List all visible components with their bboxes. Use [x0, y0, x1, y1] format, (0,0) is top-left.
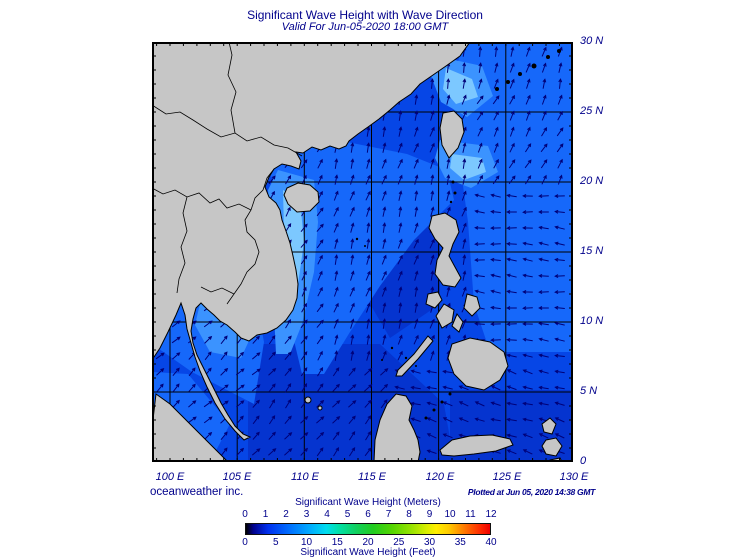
lon-tick-label: 100 E [155, 471, 185, 483]
colorbar-feet-label: Significant Wave Height (Feet) [300, 547, 436, 558]
meters-tick: 5 [344, 509, 351, 520]
map-canvas [152, 42, 573, 462]
meters-tick: 8 [406, 509, 412, 520]
colorbar-gradient [245, 523, 491, 535]
map-panel [152, 42, 573, 462]
feet-tick: 25 [393, 537, 405, 548]
chart-subtitle: Valid For Jun-05-2020 18:00 GMT [281, 21, 449, 33]
meters-tick: 1 [262, 509, 269, 520]
meters-tick: 7 [385, 509, 392, 520]
feet-tick: 30 [423, 537, 436, 548]
meters-tick: 2 [283, 509, 289, 520]
meters-tick: 12 [485, 509, 497, 520]
lon-tick-label: 110 E [291, 471, 319, 483]
lat-tick-label: 20 N [580, 175, 604, 187]
lat-tick-label: 10 N [580, 315, 604, 327]
meters-tick: 6 [365, 509, 371, 520]
feet-tick: 20 [362, 537, 374, 548]
feet-tick: 35 [454, 537, 466, 548]
meters-tick: 9 [426, 509, 433, 520]
meters-tick: 4 [324, 509, 330, 520]
lon-tick-label: 105 E [222, 471, 252, 483]
meters-tick: 3 [303, 509, 310, 520]
meters-tick: 11 [465, 509, 476, 520]
lat-tick-label: 30 N [580, 35, 604, 47]
feet-tick: 10 [300, 537, 313, 548]
chart-title: Significant Wave Height with Wave Direct… [247, 8, 483, 22]
feet-tick: 0 [242, 537, 248, 548]
lat-tick-label: 15 N [580, 245, 604, 257]
lon-tick-label: 125 E [492, 471, 522, 483]
colorbar-meters-label: Significant Wave Height (Meters) [295, 497, 441, 508]
meters-tick: 0 [242, 509, 248, 520]
feet-tick: 15 [331, 537, 343, 548]
meters-tick: 10 [444, 509, 456, 520]
credit-text: oceanweather inc. [150, 486, 244, 498]
lon-tick-label: 115 E [358, 471, 386, 483]
plotted-timestamp: Plotted at Jun 05, 2020 14:38 GMT [467, 487, 595, 497]
feet-tick: 40 [485, 537, 497, 548]
lat-tick-label: 0 [580, 455, 587, 467]
lat-tick-label: 25 N [580, 105, 604, 117]
lat-tick-label: 5 N [580, 385, 598, 397]
lon-tick-label: 130 E [559, 471, 589, 483]
lon-tick-label: 120 E [425, 471, 455, 483]
feet-tick: 5 [272, 537, 279, 548]
